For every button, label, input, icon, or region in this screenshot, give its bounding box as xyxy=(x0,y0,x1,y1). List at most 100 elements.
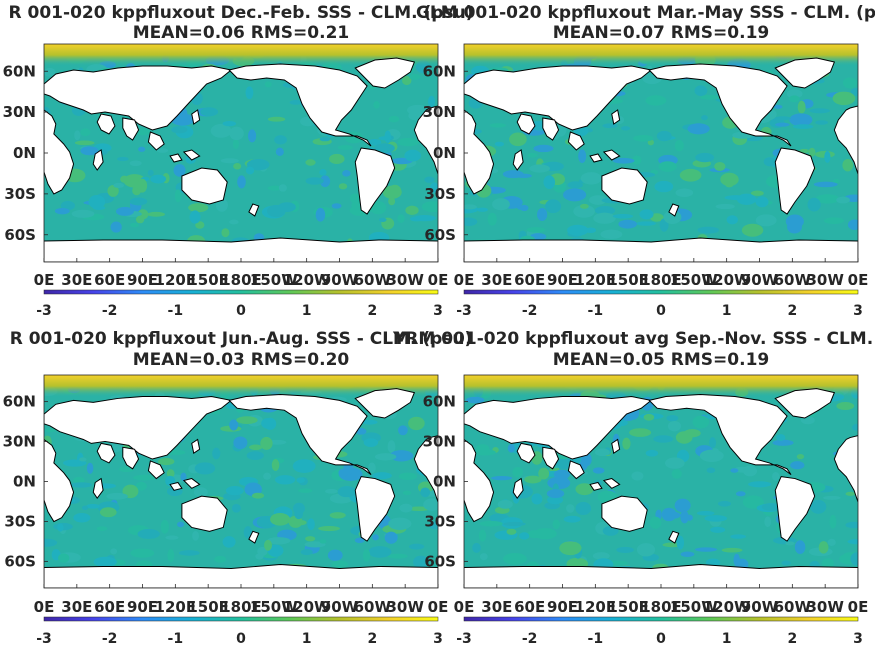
panel-title: GLM 001-020 kppfluxout Mar.-May SSS - CL… xyxy=(416,3,875,23)
anomaly-patch xyxy=(645,449,659,457)
anomaly-patch xyxy=(194,462,216,475)
anomaly-patch xyxy=(372,534,379,541)
anomaly-patch xyxy=(137,529,160,539)
anomaly-patch xyxy=(180,472,187,482)
anomaly-patch xyxy=(319,137,331,142)
anomaly-patch xyxy=(387,553,408,559)
anomaly-patch xyxy=(99,507,117,518)
anomaly-patch xyxy=(305,159,316,166)
colorbar-tick-label: 0 xyxy=(656,303,666,319)
anomaly-patch xyxy=(696,510,715,516)
anomaly-patch xyxy=(479,553,488,561)
anomaly-patch xyxy=(129,160,142,167)
y-tick-label: 0N xyxy=(13,473,36,491)
anomaly-patch xyxy=(74,140,95,146)
anomaly-patch xyxy=(527,152,538,158)
y-tick-label: 30S xyxy=(424,185,456,203)
anomaly-patch xyxy=(363,438,379,447)
anomaly-patch xyxy=(847,219,858,230)
x-tick-label: 180E xyxy=(640,271,682,289)
anomaly-patch xyxy=(371,472,392,480)
y-tick-label: 30S xyxy=(4,185,36,203)
anomaly-patch xyxy=(331,560,349,569)
anomaly-patch xyxy=(245,86,254,100)
x-tick-label: 120E xyxy=(155,271,197,289)
x-tick-label: 90W xyxy=(321,271,359,289)
colorbar xyxy=(463,616,859,622)
anomaly-patch xyxy=(847,539,858,545)
anomaly-patch xyxy=(643,413,655,421)
anomaly-patch xyxy=(428,95,436,108)
anomaly-patch xyxy=(166,469,175,478)
anomaly-patch xyxy=(595,448,610,457)
anomaly-patch xyxy=(44,538,58,547)
anomaly-patch xyxy=(409,73,421,80)
anomaly-patch xyxy=(409,543,425,550)
anomaly-patch xyxy=(165,535,179,540)
anomaly-patch xyxy=(374,143,395,154)
anomaly-patch xyxy=(231,503,241,513)
anomaly-patch xyxy=(573,204,595,218)
colorbar-tick-label: 1 xyxy=(302,303,312,319)
anomaly-patch xyxy=(73,512,91,523)
anomaly-patch xyxy=(337,145,353,150)
anomaly-patch xyxy=(278,202,296,212)
panel-title: R 001-020 kppfluxout Jun.-Aug. SSS - CLM… xyxy=(10,329,473,349)
anomaly-patch xyxy=(618,219,637,229)
colorbar-tick-label: 3 xyxy=(853,631,863,647)
anomaly-patch xyxy=(130,548,155,558)
anomaly-patch xyxy=(544,199,562,214)
anomaly-patch xyxy=(325,488,338,494)
anomaly-patch xyxy=(304,541,326,548)
anomaly-patch xyxy=(645,95,667,106)
anomaly-patch xyxy=(774,116,791,121)
anomaly-patch xyxy=(714,161,726,171)
anomaly-patch xyxy=(700,94,722,100)
anomaly-patch xyxy=(374,453,397,461)
anomaly-patch xyxy=(177,521,185,528)
anomaly-patch xyxy=(189,210,201,224)
arctic-anomaly-band xyxy=(44,44,438,66)
anomaly-patch xyxy=(264,539,272,551)
anomaly-patch xyxy=(249,444,263,451)
anomaly-patch xyxy=(842,158,854,172)
x-tick-label: 60W xyxy=(774,271,812,289)
colorbar-tick-label: 3 xyxy=(433,303,443,319)
colorbar-tick-label: -2 xyxy=(102,631,118,647)
anomaly-patch xyxy=(58,553,70,563)
anomaly-patch xyxy=(679,168,702,182)
anomaly-patch xyxy=(555,475,568,485)
anomaly-patch xyxy=(424,176,435,183)
anomaly-patch xyxy=(735,491,746,497)
anomaly-patch xyxy=(167,548,175,563)
anomaly-patch xyxy=(790,461,805,470)
x-tick-label: 60W xyxy=(354,598,392,616)
anomaly-patch xyxy=(492,198,510,211)
anomaly-patch xyxy=(592,552,610,560)
panels-layer: R 001-020 kppfluxout Dec.-Feb. SSS - CLM… xyxy=(3,3,875,647)
anomaly-patch xyxy=(821,558,834,569)
anomaly-patch xyxy=(612,157,635,164)
anomaly-patch xyxy=(147,169,154,176)
panel-subtitle: MEAN=0.05 RMS=0.19 xyxy=(553,350,769,370)
colorbar-tick-label: 0 xyxy=(236,303,246,319)
anomaly-patch xyxy=(404,149,421,162)
anomaly-patch xyxy=(546,489,565,499)
anomaly-patch xyxy=(171,126,188,134)
anomaly-patch xyxy=(229,126,244,141)
anomaly-patch xyxy=(658,161,677,172)
colorbar-tick-label: 2 xyxy=(367,631,377,647)
anomaly-patch xyxy=(579,203,589,209)
anomaly-patch xyxy=(361,419,378,425)
anomaly-patch xyxy=(305,536,316,542)
anomaly-patch xyxy=(60,200,75,211)
colorbar-tick-label: -3 xyxy=(456,631,472,647)
colorbar-tick-label: -2 xyxy=(102,303,118,319)
anomaly-patch xyxy=(629,428,652,437)
x-tick-label: 150W xyxy=(250,598,298,616)
anomaly-patch xyxy=(724,195,748,201)
x-tick-label: 180E xyxy=(220,271,262,289)
anomaly-patch xyxy=(632,155,642,165)
colorbar-tick-label: -1 xyxy=(588,303,604,319)
